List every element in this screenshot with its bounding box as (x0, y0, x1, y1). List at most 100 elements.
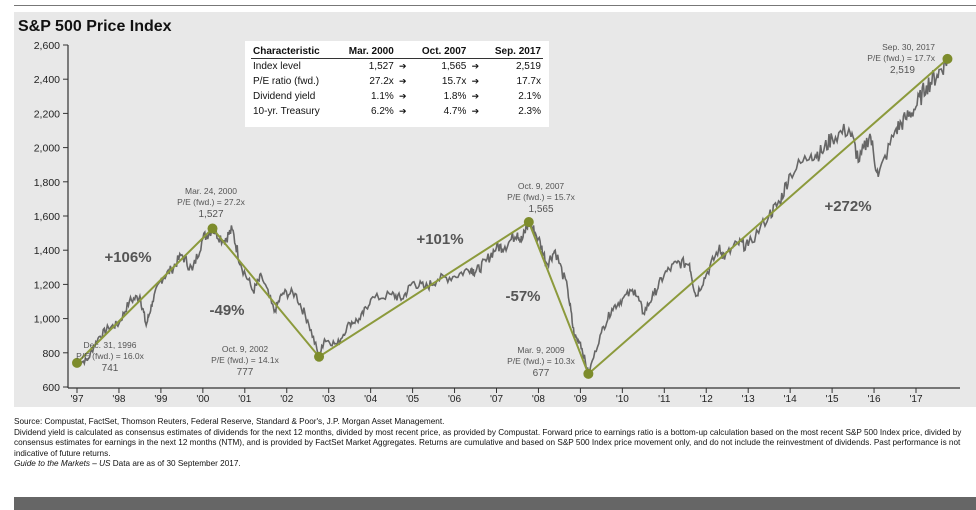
point-level-label: 677 (533, 368, 550, 379)
x-tick-label: '11 (658, 394, 671, 405)
table-cell: 1,565 (441, 61, 467, 72)
chart-title: S&P 500 Price Index (18, 18, 172, 35)
table-cell: 2.3% (518, 106, 541, 117)
point-pe-label: P/E (fwd.) = 10.3x (507, 356, 576, 366)
y-tick-label: 1,000 (34, 314, 60, 326)
point-date-label: Dec. 31, 1996 (84, 340, 137, 350)
bottom-bar (14, 497, 976, 510)
trend-point-marker (942, 53, 953, 64)
x-tick-label: '12 (700, 394, 713, 405)
table-cell: 4.7% (443, 106, 467, 117)
table-cell: 1.8% (443, 91, 467, 102)
table-cell: 15.7x (441, 76, 467, 87)
y-tick-label: 1,800 (34, 177, 60, 189)
table-row: Index level 1,527 ➔ 1,565 ➔ 2,519 (251, 59, 543, 75)
x-tick-label: '16 (868, 394, 881, 405)
trend-point-marker (583, 368, 594, 379)
price-chart: 600 800 1,000 1,200 1,400 1,600 1,800 2,000 2,20… (34, 40, 960, 405)
point-pe-label: P/E (fwd.) = 15.7x (507, 192, 576, 202)
point-pe-label: P/E (fwd.) = 27.2x (177, 197, 246, 207)
x-tick-label: '15 (826, 394, 839, 405)
point-date-label: Mar. 9, 2009 (517, 345, 565, 355)
guide-title: Guide to the Markets – US (14, 459, 111, 469)
arrow-icon: ➔ (471, 91, 480, 101)
table-row: P/E ratio (fwd.) 27.2x ➔ 15.7x ➔ 17.7x (251, 74, 543, 89)
x-tick-label: '03 (322, 394, 335, 405)
x-tick-label: '09 (574, 394, 587, 405)
point-date-label: Sep. 30, 2017 (882, 42, 935, 52)
x-tick-label: '06 (448, 394, 461, 405)
x-tick-label: '04 (364, 394, 377, 405)
table-header-row: Characteristic Mar. 2000 Oct. 2007 Sep. … (251, 45, 543, 59)
arrow-icon: ➔ (471, 106, 480, 116)
table-row: Dividend yield 1.1% ➔ 1.8% ➔ 2.1% (251, 89, 543, 104)
characteristics-table: Characteristic Mar. 2000 Oct. 2007 Sep. … (245, 41, 549, 127)
table-cell: 6.2% (370, 106, 394, 117)
return-annotation: -49% (209, 302, 244, 319)
point-pe-label: P/E (fwd.) = 16.0x (76, 351, 145, 361)
x-tick-label: '97 (70, 394, 83, 405)
header-sep-2017: Sep. 2017 (482, 45, 543, 59)
y-tick-label: 2,400 (34, 74, 60, 86)
x-tick-label: '17 (909, 394, 922, 405)
x-tick-label: '08 (532, 394, 545, 405)
return-annotation: -57% (505, 288, 540, 305)
x-tick-label: '13 (742, 394, 755, 405)
y-tick-label: 600 (42, 382, 60, 394)
arrow-icon: ➔ (471, 61, 480, 71)
x-tick-label: '14 (784, 394, 797, 405)
table-cell: Dividend yield (253, 91, 316, 102)
guide-date: Data are as of 30 September 2017. (110, 459, 241, 469)
top-rule (14, 5, 976, 6)
table-row: 10-yr. Treasury 6.2% ➔ 4.7% ➔ 2.3% (251, 104, 543, 119)
x-tick-label: '01 (238, 394, 251, 405)
x-tick-label: '02 (280, 394, 293, 405)
arrow-icon: ➔ (471, 76, 480, 86)
trend-point-marker (207, 223, 218, 234)
header-oct-2007: Oct. 2007 (409, 45, 469, 59)
table-cell: P/E ratio (fwd.) (253, 76, 320, 87)
trend-point-marker (72, 357, 82, 368)
arrow-icon: ➔ (398, 106, 407, 116)
table-cell: 1,527 (368, 61, 394, 72)
point-date-label: Oct. 9, 2002 (222, 344, 269, 354)
return-annotation: +101% (416, 231, 463, 248)
price-line (76, 57, 949, 377)
guide-note: Guide to the Markets – US Data are as of… (14, 459, 969, 470)
trend-line (76, 58, 949, 376)
point-date-label: Mar. 24, 2000 (185, 186, 237, 196)
methodology-note: Dividend yield is calculated as consensu… (14, 427, 962, 458)
footnotes: Source: Compustat, FactSet, Thomson Reut… (14, 417, 969, 470)
y-tick-label: 2,200 (34, 108, 60, 120)
table-cell: 17.7x (516, 76, 541, 87)
table-cell: 10-yr. Treasury (253, 106, 320, 117)
return-annotation: +272% (824, 198, 871, 215)
y-tick-label: 800 (42, 348, 60, 360)
y-tick-label: 1,600 (34, 211, 60, 223)
x-tick-label: '98 (112, 394, 125, 405)
point-date-label: Oct. 9, 2007 (518, 181, 565, 191)
source-note: Source: Compustat, FactSet, Thomson Reut… (14, 417, 445, 426)
point-pe-label: P/E (fwd.) = 14.1x (211, 355, 280, 365)
y-tick-label: 1,400 (34, 245, 60, 257)
x-tick-label: '99 (154, 394, 167, 405)
y-tick-label: 2,000 (34, 143, 60, 155)
point-pe-label: P/E (fwd.) = 17.7x (867, 53, 936, 63)
point-level-label: 777 (237, 367, 254, 378)
table-cell: Index level (253, 61, 301, 72)
x-tick-label: '00 (196, 394, 209, 405)
point-level-label: 1,565 (528, 204, 553, 215)
x-tick-label: '10 (616, 394, 629, 405)
point-level-label: 2,519 (890, 65, 915, 76)
trend-point-marker (523, 216, 534, 227)
x-tick-label: '07 (490, 394, 503, 405)
header-characteristic: Characteristic (251, 45, 337, 59)
table-cell: 27.2x (369, 76, 394, 87)
arrow-icon: ➔ (398, 61, 407, 71)
arrow-icon: ➔ (398, 91, 407, 101)
table-cell: 1.1% (370, 91, 394, 102)
point-level-label: 1,527 (198, 209, 223, 220)
trend-point-marker (314, 351, 325, 362)
return-annotation: +106% (104, 249, 151, 266)
point-level-label: 741 (102, 363, 119, 374)
